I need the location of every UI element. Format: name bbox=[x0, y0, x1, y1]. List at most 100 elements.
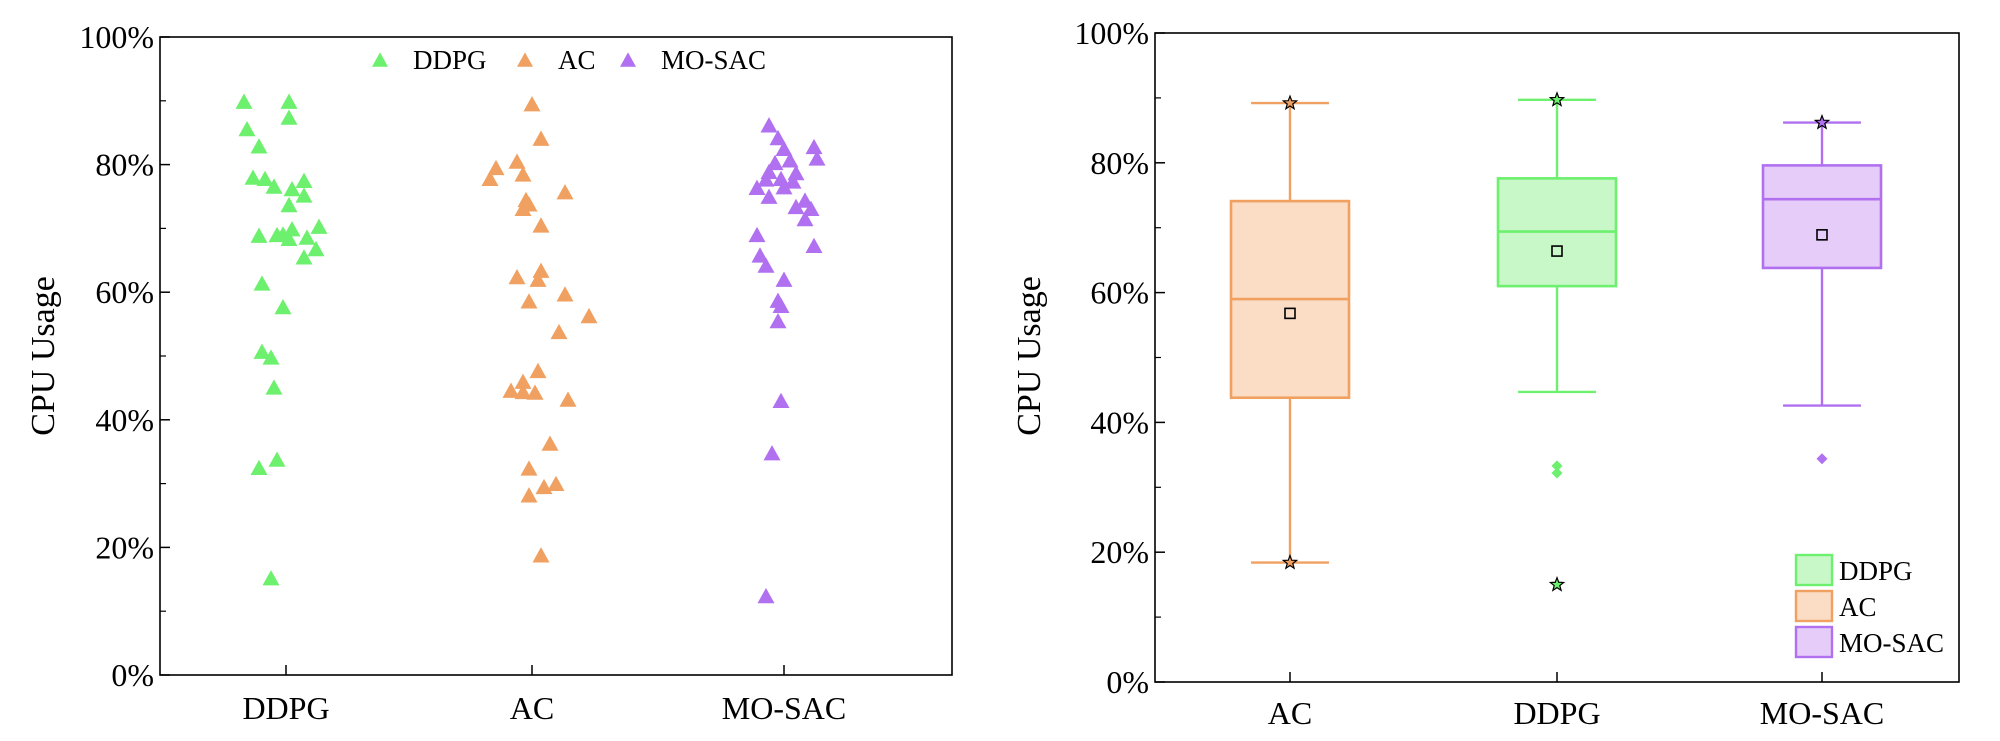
legend-entry-ac: AC bbox=[1794, 589, 1877, 623]
scatter-panel: 0% 20% 40% 60% 80% 100% DDPG AC MO-SAC CPU Usag… bbox=[25, 19, 953, 726]
data-point-ddpg bbox=[283, 180, 301, 197]
data-point-ac bbox=[514, 383, 532, 400]
data-point-ac bbox=[481, 170, 499, 187]
y-tick-label: 80% bbox=[1090, 145, 1149, 181]
data-point-ddpg bbox=[256, 170, 274, 187]
x-tick-label-mo-sac: MO-SAC bbox=[722, 690, 846, 726]
data-point-mo-sac bbox=[772, 392, 790, 409]
data-point-ddpg bbox=[280, 93, 298, 109]
data-point-ac bbox=[520, 293, 538, 309]
mean-marker-ddpg bbox=[1551, 245, 1563, 257]
legend-label-mo-sac: MO-SAC bbox=[661, 45, 766, 75]
y-tick-label: 100% bbox=[79, 19, 154, 55]
y-tick-label: 40% bbox=[95, 402, 154, 438]
data-point-ddpg bbox=[295, 172, 313, 188]
series-ddpg bbox=[235, 93, 328, 586]
data-point-ac bbox=[526, 384, 544, 400]
data-point-ac bbox=[520, 460, 538, 476]
legend-label-ddpg: DDPG bbox=[413, 45, 487, 75]
data-point-mo-sac bbox=[775, 271, 793, 287]
max-star-ddpg bbox=[1548, 91, 1566, 107]
data-point-mo-sac bbox=[808, 150, 826, 166]
min-star-ac bbox=[1281, 553, 1299, 570]
data-point-mo-sac bbox=[775, 179, 793, 195]
data-point-ac bbox=[529, 362, 547, 379]
legend-label-ac: AC bbox=[1839, 592, 1877, 622]
data-point-mo-sac bbox=[775, 140, 793, 157]
data-point-ac bbox=[547, 475, 565, 491]
data-point-ddpg bbox=[268, 451, 286, 467]
legend-marker-ac bbox=[517, 52, 533, 67]
legend-swatch-ac bbox=[1794, 589, 1834, 623]
data-point-mo-sac bbox=[751, 247, 769, 263]
data-point-ddpg bbox=[250, 459, 268, 476]
legend-entry-ac: AC bbox=[517, 45, 596, 75]
data-point-mo-sac bbox=[757, 587, 775, 604]
data-point-ddpg bbox=[238, 120, 256, 137]
y-tick-label: 40% bbox=[1090, 404, 1149, 440]
boxplot-legend: DDPG AC MO-SAC bbox=[1794, 553, 1944, 659]
data-point-mo-sac bbox=[781, 152, 799, 168]
data-point-ac bbox=[529, 271, 547, 287]
data-point-ac bbox=[541, 435, 559, 451]
y-tick-label: 100% bbox=[1074, 15, 1149, 51]
data-point-ac bbox=[502, 382, 520, 398]
y-tick-label: 20% bbox=[1090, 534, 1149, 570]
data-point-ddpg bbox=[244, 169, 262, 185]
outlier-mo-sac bbox=[1816, 453, 1828, 465]
boxplot-y-axis: 0% 20% 40% 60% 80% 100% bbox=[1074, 15, 1165, 700]
outlier-ddpg bbox=[1551, 467, 1563, 479]
data-point-mo-sac bbox=[763, 445, 781, 461]
x-tick-label-mo-sac: MO-SAC bbox=[1760, 695, 1884, 731]
data-point-mo-sac bbox=[748, 179, 766, 195]
data-point-mo-sac bbox=[766, 154, 784, 171]
scatter-y-axis: 0% 20% 40% 60% 80% 100% bbox=[79, 19, 170, 693]
box-group-ddpg bbox=[1496, 91, 1618, 592]
data-point-ac bbox=[556, 184, 574, 200]
legend-entry-ddpg: DDPG bbox=[372, 45, 487, 75]
data-point-mo-sac bbox=[769, 313, 787, 329]
y-tick-label: 80% bbox=[95, 147, 154, 183]
data-point-ddpg bbox=[298, 229, 316, 245]
data-point-ddpg bbox=[283, 221, 301, 237]
box-group-mo-sac bbox=[1761, 113, 1883, 610]
y-tick-label: 60% bbox=[1090, 275, 1149, 311]
data-point-ac bbox=[580, 307, 598, 324]
y-tick-label: 0% bbox=[1106, 664, 1149, 700]
data-point-ac bbox=[514, 166, 532, 182]
data-point-ac bbox=[535, 478, 553, 495]
data-point-ddpg bbox=[280, 196, 298, 213]
data-point-mo-sac bbox=[787, 198, 805, 215]
max-star-mo-sac bbox=[1813, 113, 1831, 130]
data-point-ddpg bbox=[250, 227, 268, 243]
legend-swatch-mo-sac bbox=[1794, 625, 1834, 659]
data-point-ddpg bbox=[253, 275, 271, 291]
data-point-ac bbox=[532, 217, 550, 233]
y-tick-label: 20% bbox=[95, 529, 154, 565]
outlier-ddpg bbox=[1551, 460, 1563, 472]
data-point-mo-sac bbox=[796, 210, 814, 227]
data-point-ddpg bbox=[250, 138, 268, 154]
boxplot-y-axis-title: CPU Usage bbox=[1011, 276, 1048, 436]
boxplot-boxes bbox=[1229, 91, 1883, 610]
x-tick-label-ac: AC bbox=[510, 690, 554, 726]
data-point-ddpg bbox=[274, 298, 292, 315]
min-star-ddpg bbox=[1548, 575, 1566, 592]
mean-marker-mo-sac bbox=[1816, 229, 1828, 241]
data-point-ac bbox=[532, 130, 550, 146]
legend-marker-ddpg bbox=[372, 52, 388, 67]
y-tick-label: 0% bbox=[111, 657, 154, 693]
y-tick-label: 60% bbox=[95, 274, 154, 310]
scatter-x-axis: DDPG AC MO-SAC bbox=[242, 665, 846, 726]
data-point-ac bbox=[514, 200, 532, 217]
data-point-ac bbox=[508, 268, 526, 285]
mean-marker-ac bbox=[1284, 307, 1296, 320]
data-point-ddpg bbox=[310, 218, 328, 234]
legend-marker-mo-sac bbox=[620, 52, 636, 67]
x-tick-label-ddpg: DDPG bbox=[1513, 695, 1600, 731]
data-point-mo-sac bbox=[805, 237, 823, 254]
data-point-mo-sac bbox=[784, 173, 802, 189]
data-point-mo-sac bbox=[769, 129, 787, 146]
data-point-ddpg bbox=[280, 230, 298, 247]
data-point-ddpg bbox=[262, 570, 280, 586]
